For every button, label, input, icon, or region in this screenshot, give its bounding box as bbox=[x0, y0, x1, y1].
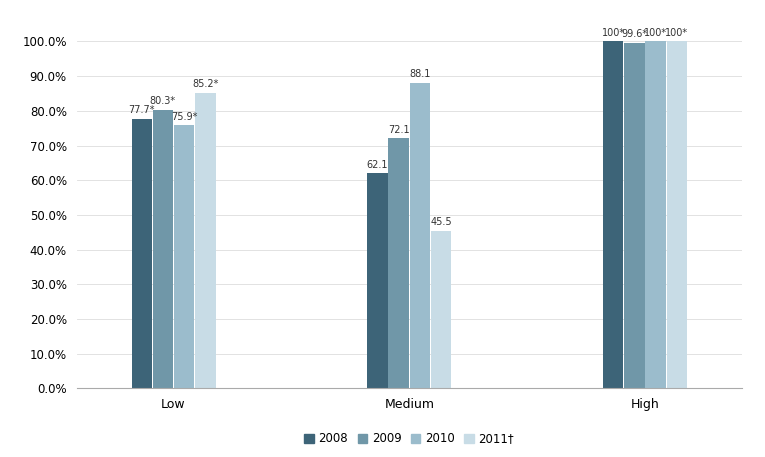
Bar bbox=[666, 42, 687, 388]
Bar bbox=[646, 42, 666, 388]
Bar bbox=[389, 138, 409, 388]
Bar bbox=[174, 125, 194, 388]
Bar bbox=[431, 231, 451, 388]
Text: 85.2*: 85.2* bbox=[192, 80, 219, 90]
Bar bbox=[132, 119, 152, 388]
Text: 100*: 100* bbox=[601, 28, 625, 38]
Text: 80.3*: 80.3* bbox=[150, 96, 176, 106]
Bar bbox=[153, 110, 173, 388]
Text: 77.7*: 77.7* bbox=[129, 106, 155, 115]
Bar bbox=[624, 43, 645, 388]
Text: 99.6*: 99.6* bbox=[621, 29, 647, 39]
Bar bbox=[603, 42, 623, 388]
Text: 100*: 100* bbox=[666, 28, 688, 38]
Text: 100*: 100* bbox=[644, 28, 667, 38]
Text: 88.1: 88.1 bbox=[409, 69, 431, 80]
Text: 62.1: 62.1 bbox=[366, 159, 388, 170]
Bar bbox=[410, 83, 430, 388]
Legend: 2008, 2009, 2010, 2011†: 2008, 2009, 2010, 2011† bbox=[300, 428, 519, 450]
Text: 72.1: 72.1 bbox=[388, 125, 409, 135]
Text: 75.9*: 75.9* bbox=[171, 112, 197, 122]
Bar bbox=[367, 173, 388, 388]
Bar bbox=[195, 93, 216, 388]
Text: 45.5: 45.5 bbox=[430, 217, 452, 227]
